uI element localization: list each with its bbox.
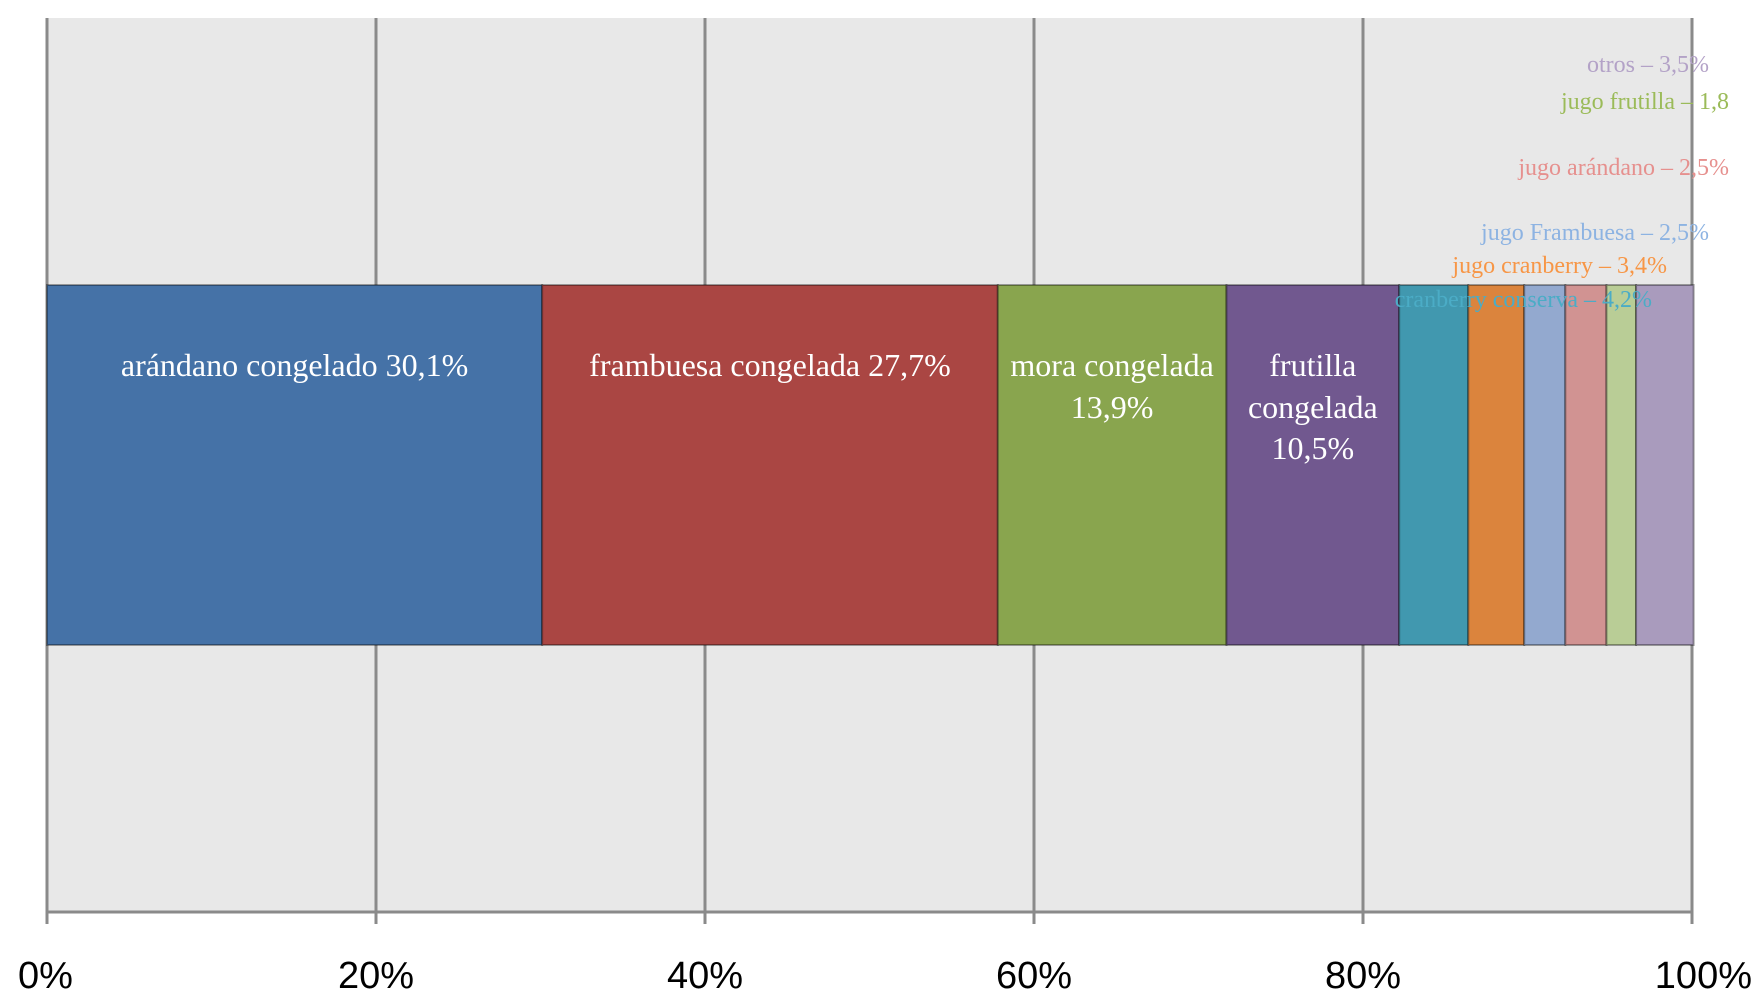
x-tick-label: 80% xyxy=(1325,955,1401,997)
x-tick-label: 60% xyxy=(996,955,1072,997)
data-label: mora congelada 13,9% xyxy=(1010,347,1214,425)
data-label: cranberry conserva – 4,2% xyxy=(1394,287,1652,313)
bar-segment xyxy=(1398,284,1470,646)
data-label: frutilla congelada 10,5% xyxy=(1247,347,1378,467)
bar-segment xyxy=(541,284,999,646)
data-label: jugo frutilla – 1,8 xyxy=(1561,89,1729,115)
bar-segment xyxy=(1605,284,1638,646)
bar-segment xyxy=(46,284,544,646)
bar-segment xyxy=(1635,284,1695,646)
x-tick-label: 40% xyxy=(667,955,743,997)
bar-segment xyxy=(996,284,1228,646)
bar-segment xyxy=(1225,284,1401,646)
data-label: jugo arándano – 2,5% xyxy=(1518,155,1729,181)
x-tick-label: 100% xyxy=(1655,955,1752,997)
data-label: frambuesa congelada 27,7% xyxy=(589,347,951,383)
x-tick-label: 0% xyxy=(18,955,73,997)
data-label: jugo cranberry – 3,4% xyxy=(1452,253,1667,279)
bar-segment xyxy=(1564,284,1608,646)
x-tick-label: 20% xyxy=(338,955,414,997)
bar-segment xyxy=(1467,284,1526,646)
data-label: arándano congelado 30,1% xyxy=(120,347,469,383)
data-label: jugo Frambuesa – 2,5% xyxy=(1481,220,1709,246)
data-label: otros – 3,5% xyxy=(1587,52,1709,78)
bar-segment xyxy=(1523,284,1567,646)
